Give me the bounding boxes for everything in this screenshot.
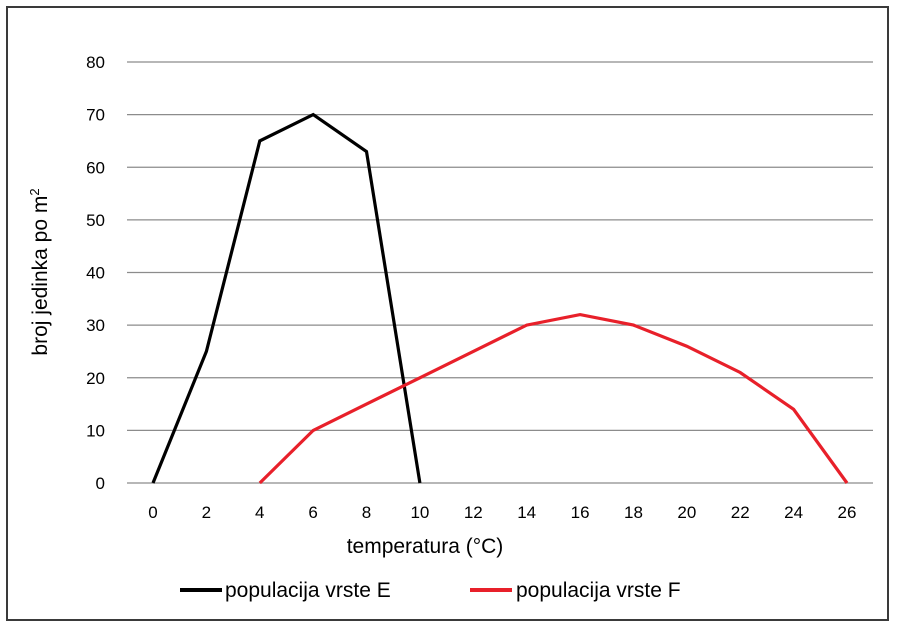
y-tick-label: 10 [86,421,105,440]
series-line-e [151,112,422,484]
x-tick-label: 8 [362,503,371,522]
legend-label-series-f: populacija vrste F [516,579,681,602]
x-axis-ticks: 0 2 4 6 8 10 12 14 16 18 20 22 24 26 [148,503,856,522]
x-tick-label: 24 [784,503,803,522]
x-axis-title: temperatura (°C) [347,535,504,558]
x-tick-label: 22 [731,503,750,522]
x-tick-label: 4 [255,503,264,522]
x-tick-label: 0 [148,503,157,522]
chart-frame [6,6,889,621]
x-tick-label: 26 [838,503,857,522]
y-tick-label: 50 [86,211,105,230]
legend-label-series-e: populacija vrste E [225,579,391,602]
x-tick-label: 12 [464,503,483,522]
y-axis-ticks: 0 10 20 30 40 50 60 70 80 [86,53,105,493]
x-tick-label: 14 [517,503,536,522]
legend: populacija vrste E populacija vrste F [180,579,681,602]
y-tick-label: 0 [96,474,105,493]
y-tick-label: 40 [86,264,105,283]
y-tick-label: 60 [86,158,105,177]
y-axis-title-text: broj jedinka po m [29,196,52,356]
x-tick-label: 6 [308,503,317,522]
x-tick-label: 16 [571,503,590,522]
x-tick-label: 2 [202,503,211,522]
y-tick-label: 70 [86,106,105,125]
y-tick-label: 30 [86,316,105,335]
x-tick-label: 20 [677,503,696,522]
gridlines [127,61,873,484]
x-tick-label: 10 [410,503,429,522]
y-axis-title-superscript: 2 [27,188,42,195]
y-axis-title: broj jedinka po m2 [27,188,52,355]
y-tick-label: 80 [86,53,105,72]
series-line-f [258,312,849,485]
y-tick-label: 20 [86,369,105,388]
series-lines [151,112,849,485]
x-tick-label: 18 [624,503,643,522]
